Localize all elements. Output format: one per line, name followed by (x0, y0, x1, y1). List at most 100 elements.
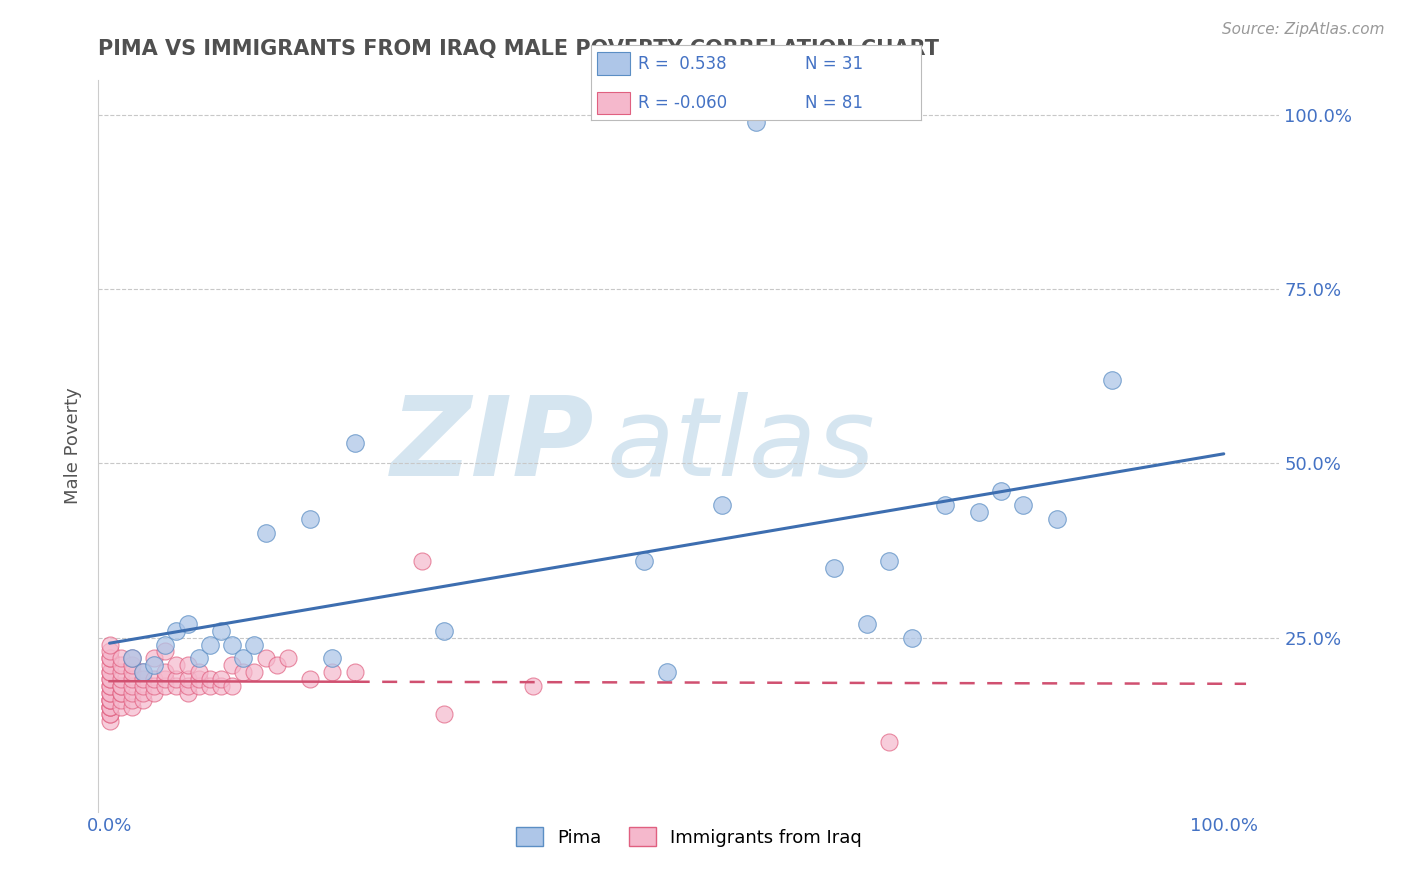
Point (98, 707, 121, 722)
Point (433, 624, 456, 638)
Point (110, 673, 132, 687)
Point (155, 665, 177, 680)
Point (221, 638, 243, 652)
Point (299, 512, 322, 526)
Point (655, 665, 678, 680)
Point (98, 651, 121, 665)
Point (110, 686, 132, 700)
Point (121, 693, 143, 707)
Point (823, 561, 845, 575)
Point (321, 651, 343, 665)
Point (98, 686, 121, 700)
Text: Source: ZipAtlas.com: Source: ZipAtlas.com (1222, 22, 1385, 37)
Point (98, 644, 121, 658)
Point (343, 665, 366, 680)
Point (879, 735, 901, 749)
Point (900, 631, 922, 645)
Point (143, 679, 166, 693)
Point (187, 665, 209, 680)
Text: PIMA VS IMMIGRANTS FROM IRAQ MALE POVERTY CORRELATION CHART: PIMA VS IMMIGRANTS FROM IRAQ MALE POVERT… (98, 39, 939, 59)
Point (176, 686, 198, 700)
Point (990, 484, 1012, 499)
Point (98, 679, 121, 693)
Point (132, 665, 155, 680)
Point (121, 686, 143, 700)
Point (934, 498, 956, 512)
Point (209, 679, 232, 693)
Point (143, 673, 166, 687)
Point (121, 658, 143, 673)
Point (155, 638, 177, 652)
Point (155, 673, 177, 687)
Text: N = 31: N = 31 (806, 54, 863, 72)
Point (187, 673, 209, 687)
Point (967, 505, 990, 519)
Point (110, 700, 132, 714)
Point (433, 707, 456, 722)
Point (132, 673, 155, 687)
Point (110, 693, 132, 707)
Point (343, 435, 366, 450)
Point (121, 700, 143, 714)
Point (98, 693, 121, 707)
Point (187, 651, 209, 665)
Point (187, 679, 209, 693)
Point (98, 673, 121, 687)
Point (856, 616, 879, 631)
Point (165, 679, 187, 693)
Point (98, 658, 121, 673)
Point (132, 679, 155, 693)
Point (98, 673, 121, 687)
Point (176, 616, 198, 631)
Point (132, 693, 155, 707)
FancyBboxPatch shape (598, 52, 630, 75)
Point (98, 638, 121, 652)
Point (165, 673, 187, 687)
Point (176, 658, 198, 673)
Point (1046, 512, 1069, 526)
Point (155, 679, 177, 693)
Point (198, 679, 221, 693)
Point (321, 665, 343, 680)
Point (232, 665, 254, 680)
Point (266, 658, 288, 673)
Point (232, 651, 254, 665)
Point (221, 658, 243, 673)
Point (110, 679, 132, 693)
Point (221, 679, 243, 693)
Point (1012, 498, 1035, 512)
Text: N = 81: N = 81 (806, 94, 863, 112)
Point (209, 673, 232, 687)
Point (155, 644, 177, 658)
Point (198, 673, 221, 687)
Text: R = -0.060: R = -0.060 (638, 94, 727, 112)
Point (98, 679, 121, 693)
Point (165, 624, 187, 638)
Point (98, 700, 121, 714)
Point (110, 665, 132, 680)
Point (176, 679, 198, 693)
FancyBboxPatch shape (598, 92, 630, 114)
Point (121, 673, 143, 687)
Point (110, 651, 132, 665)
Point (121, 651, 143, 665)
Point (254, 651, 277, 665)
Point (243, 638, 266, 652)
Point (110, 658, 132, 673)
Y-axis label: Male Poverty: Male Poverty (65, 388, 83, 504)
Point (98, 700, 121, 714)
Point (98, 714, 121, 728)
Point (98, 693, 121, 707)
Point (411, 554, 433, 568)
Point (121, 651, 143, 665)
Text: ZIP: ZIP (391, 392, 595, 500)
Point (98, 693, 121, 707)
Point (1101, 373, 1123, 387)
Point (121, 679, 143, 693)
Point (143, 651, 166, 665)
Point (143, 658, 166, 673)
Point (165, 658, 187, 673)
Point (110, 686, 132, 700)
Point (198, 638, 221, 652)
Point (110, 679, 132, 693)
